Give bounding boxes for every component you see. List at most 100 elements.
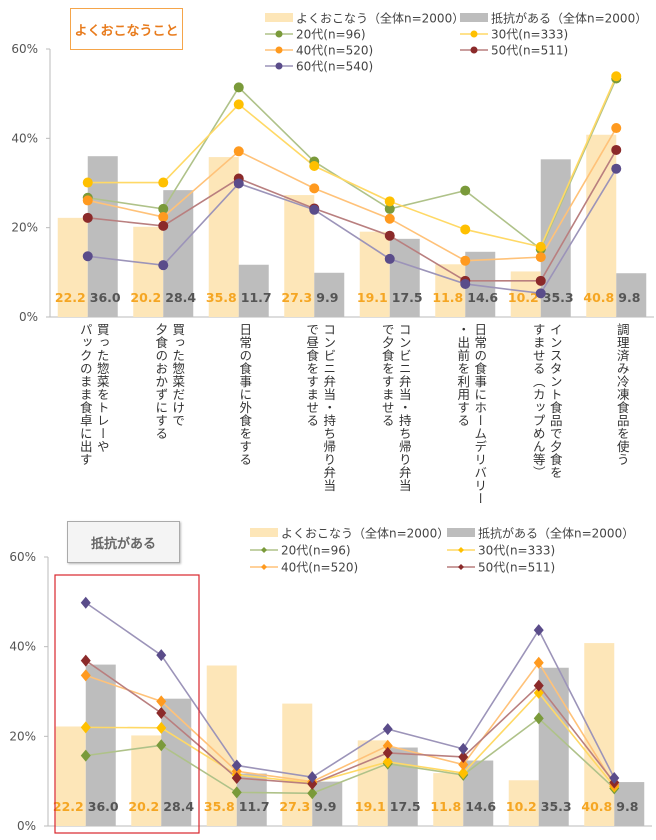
data-label-often: 20.2 bbox=[130, 290, 161, 305]
legend-item: よくおこなう（全体n=2000） bbox=[265, 11, 464, 26]
y-tick-label: 20% bbox=[11, 221, 38, 235]
line-30代 bbox=[87, 75, 617, 248]
data-label-often: 40.8 bbox=[583, 290, 614, 305]
point-40代 bbox=[382, 739, 393, 752]
line-30代 bbox=[85, 691, 615, 788]
point-30代 bbox=[611, 71, 622, 82]
data-label-often: 19.1 bbox=[355, 799, 386, 814]
line-20代 bbox=[87, 78, 617, 251]
point-40代 bbox=[309, 183, 320, 194]
point-40代 bbox=[156, 695, 167, 708]
data-label-often: 10.2 bbox=[506, 799, 537, 814]
point-40代 bbox=[460, 255, 471, 266]
data-label-resist: 36.0 bbox=[90, 290, 121, 305]
point-40代 bbox=[533, 656, 544, 669]
data-label-often: 10.2 bbox=[508, 290, 539, 305]
point-60代 bbox=[535, 288, 546, 299]
point-20代 bbox=[231, 786, 242, 799]
legend-item: 30代(n=333) bbox=[460, 28, 568, 42]
bar-often bbox=[133, 226, 164, 317]
point-20代 bbox=[384, 203, 395, 214]
data-label-resist: 11.7 bbox=[241, 290, 272, 305]
bar-often bbox=[508, 780, 539, 826]
x-tick-label: インスタント食品で夕食を すませる（カップめん等） bbox=[530, 323, 563, 479]
data-label-often: 35.8 bbox=[206, 290, 237, 305]
point-50代 bbox=[384, 230, 395, 241]
bar-resist bbox=[389, 238, 420, 317]
legend-marker bbox=[275, 30, 283, 38]
point-60代 bbox=[82, 251, 93, 262]
point-20代 bbox=[156, 739, 167, 752]
point-50代 bbox=[156, 707, 167, 720]
point-50代 bbox=[533, 679, 544, 692]
data-label-resist: 35.3 bbox=[543, 290, 574, 305]
legend-marker bbox=[458, 547, 464, 553]
legend-item: 40代(n=520) bbox=[265, 44, 373, 58]
legend-item: 50代(n=511) bbox=[447, 561, 555, 575]
data-label-resist: 9.8 bbox=[616, 799, 638, 814]
data-label-resist: 14.6 bbox=[465, 799, 496, 814]
bar-resist bbox=[163, 190, 194, 317]
point-40代 bbox=[233, 146, 244, 157]
legend-item: 30代(n=333) bbox=[447, 544, 555, 558]
point-40代 bbox=[458, 758, 469, 771]
legend-label: 50代(n=511) bbox=[478, 561, 555, 575]
point-60代 bbox=[458, 742, 469, 755]
data-label-resist: 9.9 bbox=[316, 290, 338, 305]
x-tick-label: 買った惣菜だけで 夕食のおかずにする bbox=[153, 323, 186, 440]
legend-label: 抵抗がある（全体n=2000） bbox=[491, 11, 647, 26]
line-40代 bbox=[87, 127, 617, 262]
point-60代 bbox=[158, 260, 169, 271]
legend: よくおこなう（全体n=2000） 抵抗がある（全体n=2000） 20代(n=96)… bbox=[250, 526, 634, 575]
point-60代 bbox=[382, 723, 393, 736]
data-label-often: 11.8 bbox=[430, 799, 461, 814]
point-60代 bbox=[309, 204, 320, 215]
legend-label: 20代(n=96) bbox=[281, 544, 351, 558]
x-tick-label: コンビニ弁当・持ち帰り弁当 で夕食をすませる bbox=[379, 323, 412, 492]
bar-often bbox=[282, 703, 313, 826]
point-30代 bbox=[535, 241, 546, 252]
point-30代 bbox=[384, 196, 395, 207]
legend-swatch bbox=[250, 528, 278, 537]
point-40代 bbox=[158, 211, 169, 222]
point-40代 bbox=[535, 252, 546, 263]
point-20代 bbox=[533, 712, 544, 725]
legend-label: よくおこなう（全体n=2000） bbox=[281, 526, 449, 541]
legend-label: 30代(n=333) bbox=[478, 544, 555, 558]
y-tick-label: 40% bbox=[9, 640, 36, 654]
data-label-resist: 9.9 bbox=[314, 799, 336, 814]
point-50代 bbox=[382, 746, 393, 759]
point-20代 bbox=[233, 82, 244, 93]
highlight-box bbox=[54, 574, 200, 834]
bar-resist bbox=[236, 773, 267, 826]
point-20代 bbox=[307, 787, 318, 800]
data-label-often: 27.3 bbox=[279, 799, 310, 814]
point-60代 bbox=[384, 253, 395, 264]
legend-marker bbox=[470, 30, 478, 38]
legend-item: 50代(n=511) bbox=[460, 44, 568, 58]
legend-label: 抵抗がある（全体n=2000） bbox=[478, 526, 634, 541]
x-tick-label: 日常の食事にホームデリバリー ・出前を利用する bbox=[455, 323, 488, 505]
data-label-resist: 35.3 bbox=[541, 799, 572, 814]
legend-item: よくおこなう（全体n=2000） bbox=[250, 526, 449, 541]
bar-often bbox=[435, 264, 466, 317]
legend: よくおこなう（全体n=2000） 抵抗がある（全体n=2000） 20代(n=96)… bbox=[265, 11, 647, 74]
bar-resist bbox=[314, 272, 345, 317]
y-tick-label: 60% bbox=[11, 42, 38, 56]
data-label-often: 22.2 bbox=[55, 290, 86, 305]
chart-resist: 0% 20% 40% 60% 22.2 20.2 35.8 27.3 19.1 11.8 10.2 4… bbox=[9, 526, 652, 834]
line-60代 bbox=[87, 168, 617, 295]
point-60代 bbox=[460, 278, 471, 289]
bar-resist bbox=[463, 760, 494, 826]
point-40代 bbox=[384, 213, 395, 224]
data-label-resist: 28.4 bbox=[165, 290, 196, 305]
point-60代 bbox=[307, 771, 318, 784]
bar-resist bbox=[85, 664, 116, 826]
legend-label: 60代(n=540) bbox=[296, 60, 373, 74]
chart-often: 0% 20% 40% 60% 22.2 20.2 35.8 27.3 19.1 11.8 10.2 4… bbox=[11, 11, 654, 324]
point-30代 bbox=[156, 721, 167, 734]
bar-often bbox=[55, 726, 86, 826]
point-30代 bbox=[233, 99, 244, 110]
x-tick-label: コンビニ弁当・持ち帰り弁当 で昼食をすませる bbox=[304, 323, 337, 492]
